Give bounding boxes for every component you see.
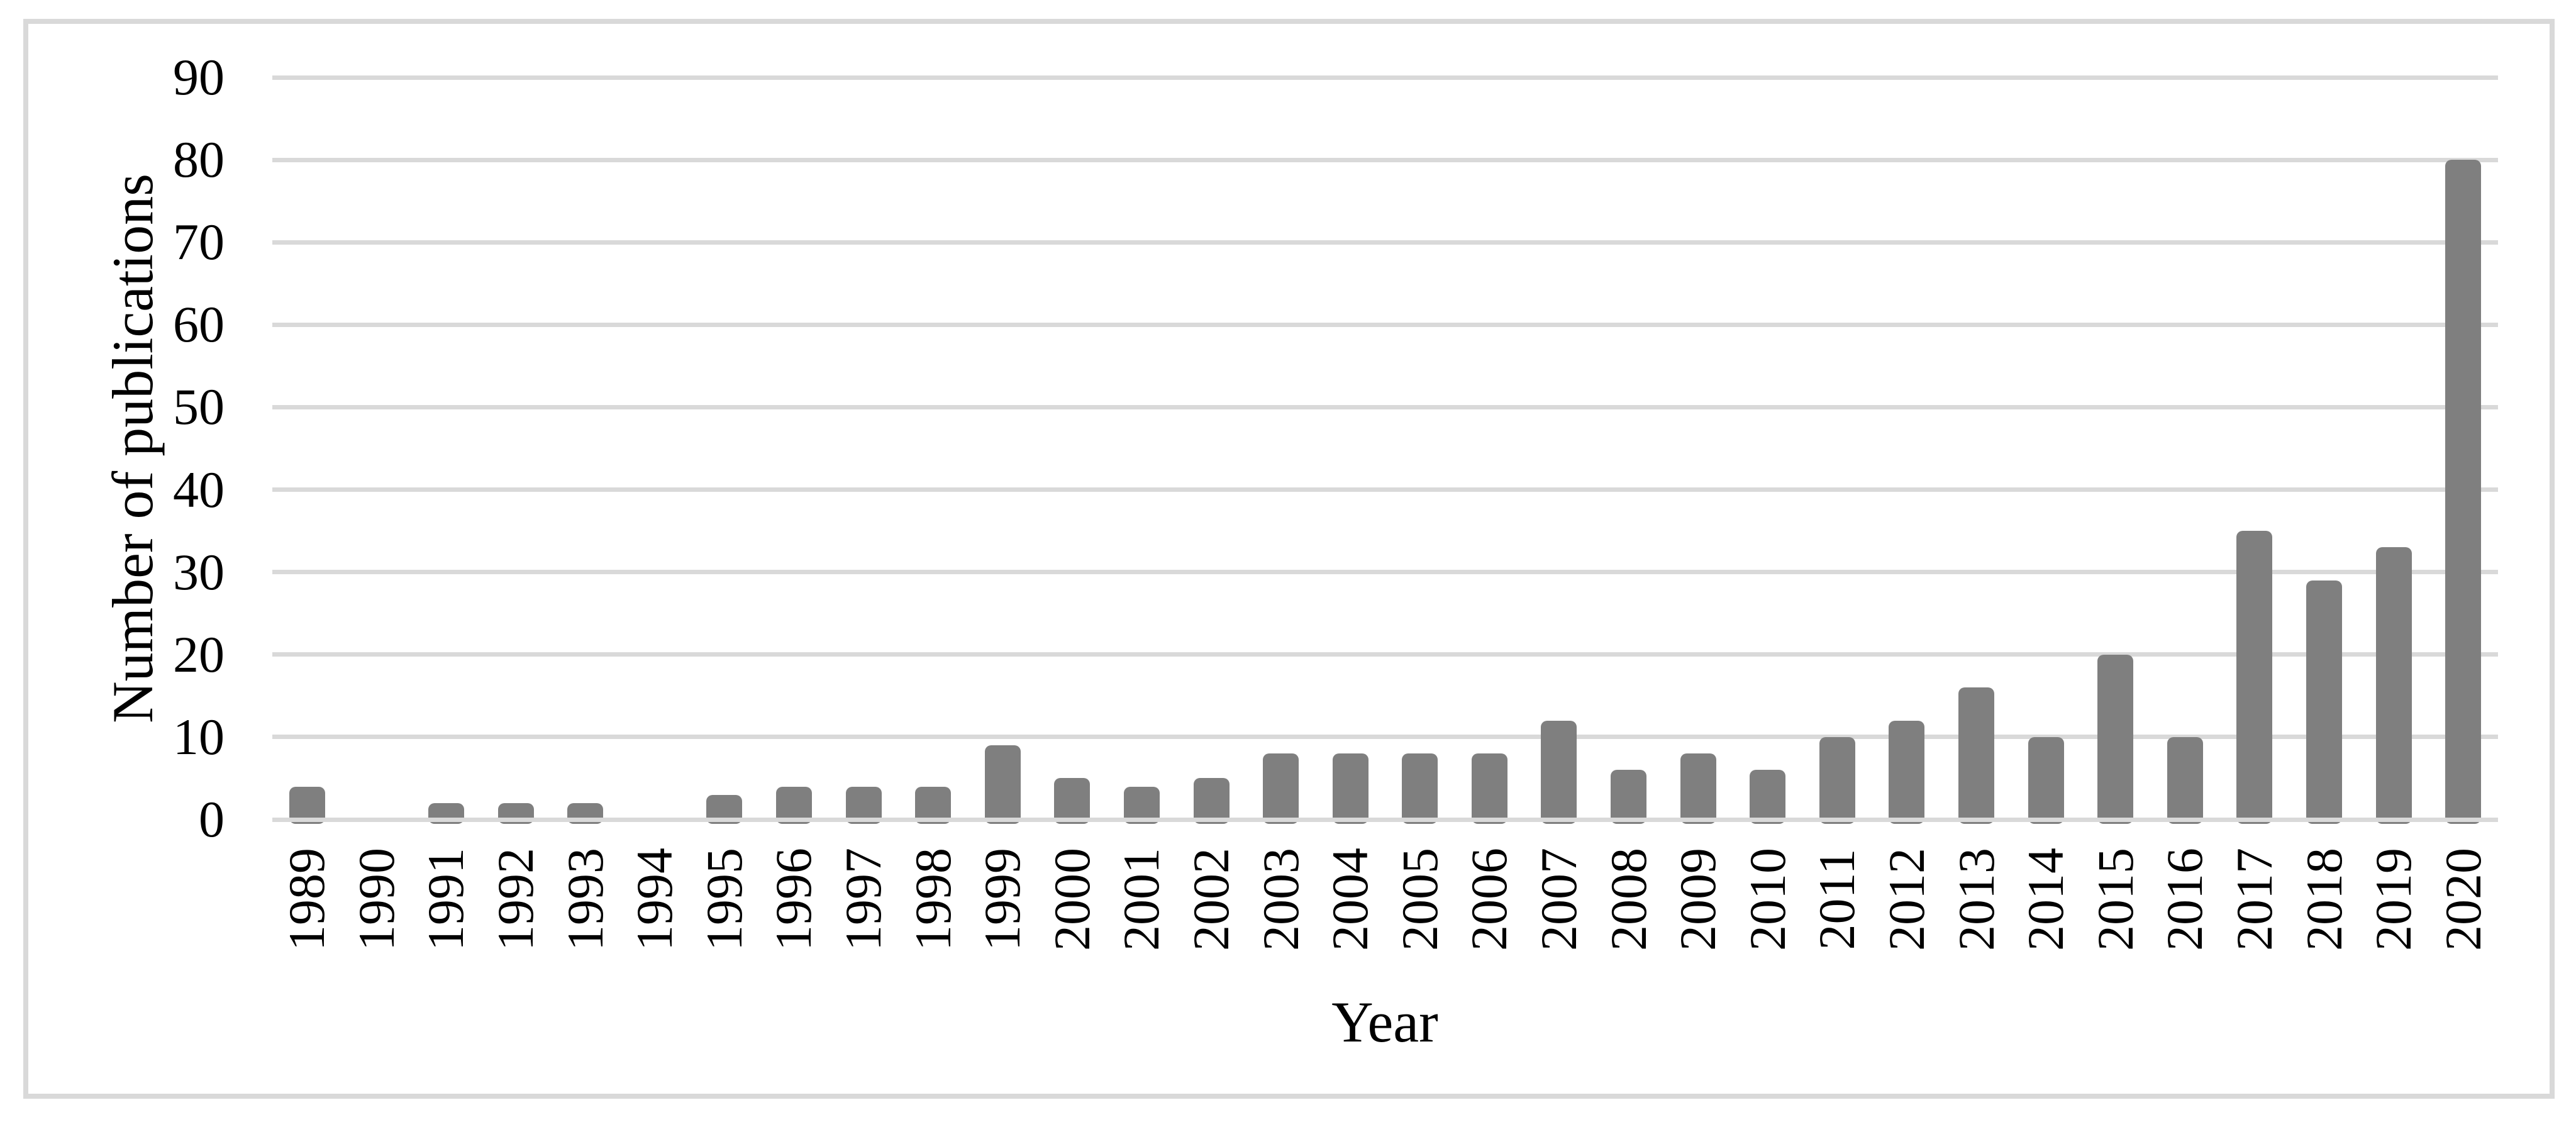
bar-2010 (1750, 770, 1786, 824)
bar-2013 (1958, 687, 1995, 824)
y-tick-label-0: 0 (199, 791, 225, 848)
y-tick-label-80: 80 (173, 131, 225, 189)
y-tick-label-40: 40 (173, 460, 225, 518)
x-tick-label-2007: 2007 (1530, 848, 1587, 951)
x-tick-label-2000: 2000 (1043, 848, 1101, 951)
x-tick-label-2005: 2005 (1391, 848, 1448, 951)
x-tick-label-1992: 1992 (487, 848, 545, 951)
x-tick-label-2018: 2018 (2295, 848, 2353, 951)
bar-2020 (2445, 160, 2482, 824)
y-tick-label-60: 60 (173, 296, 225, 353)
y-tick-label-70: 70 (173, 213, 225, 271)
bar-2015 (2097, 654, 2134, 824)
bar-2011 (1819, 736, 1855, 824)
x-tick-label-2011: 2011 (1808, 848, 1866, 950)
x-tick-label-2017: 2017 (2225, 848, 2283, 951)
x-tick-label-2016: 2016 (2156, 848, 2214, 951)
y-tick-label-50: 50 (173, 378, 225, 436)
x-tick-label-2004: 2004 (1321, 848, 1379, 951)
y-tick-label-20: 20 (173, 625, 225, 683)
x-tick-label-1993: 1993 (556, 848, 614, 951)
x-tick-label-2012: 2012 (1877, 848, 1935, 951)
gridline-40 (272, 487, 2498, 492)
bar-1999 (984, 745, 1021, 824)
x-tick-label-2001: 2001 (1113, 848, 1170, 951)
x-tick-label-2019: 2019 (2365, 848, 2423, 951)
figure-border (23, 19, 2555, 1099)
gridline-70 (272, 240, 2498, 245)
x-tick-label-1994: 1994 (626, 848, 684, 951)
bar-2016 (2167, 736, 2203, 824)
x-tick-label-2006: 2006 (1460, 848, 1518, 951)
gridline-80 (272, 157, 2498, 162)
bar-2004 (1332, 753, 1368, 824)
x-tick-label-2003: 2003 (1252, 848, 1309, 951)
bar-2018 (2306, 580, 2343, 824)
bar-2000 (1054, 778, 1091, 824)
x-tick-label-1998: 1998 (904, 848, 962, 951)
x-tick-label-2015: 2015 (2086, 848, 2144, 951)
bar-2008 (1611, 770, 1647, 824)
x-tick-label-2020: 2020 (2434, 848, 2492, 951)
x-tick-label-2013: 2013 (1947, 848, 2005, 951)
x-tick-label-2002: 2002 (1182, 848, 1240, 951)
gridline-60 (272, 322, 2498, 327)
x-tick-label-1999: 1999 (974, 848, 1031, 951)
x-tick-label-1997: 1997 (835, 848, 892, 951)
gridline-30 (272, 570, 2498, 575)
bar-2017 (2236, 531, 2273, 824)
x-tick-label-2008: 2008 (1599, 848, 1657, 951)
x-axis-title: Year (1331, 990, 1438, 1054)
gridline-10 (272, 735, 2498, 740)
x-tick-label-2009: 2009 (1669, 848, 1727, 951)
y-tick-label-30: 30 (173, 543, 225, 601)
x-tick-label-1990: 1990 (347, 848, 405, 951)
x-tick-label-1989: 1989 (278, 848, 336, 951)
y-tick-label-90: 90 (173, 48, 225, 106)
bar-2009 (1680, 753, 1716, 824)
bar-2006 (1471, 753, 1507, 824)
y-tick-label-10: 10 (173, 708, 225, 765)
x-tick-label-2014: 2014 (2017, 848, 2075, 951)
x-tick-label-1995: 1995 (695, 848, 753, 951)
x-tick-label-2010: 2010 (1738, 848, 1796, 951)
gridline-90 (272, 75, 2498, 80)
gridline-20 (272, 652, 2498, 657)
bar-2007 (1541, 720, 1577, 824)
x-tick-label-1996: 1996 (765, 848, 823, 951)
bar-2003 (1263, 753, 1299, 824)
gridline-50 (272, 404, 2498, 409)
bar-2019 (2375, 547, 2412, 824)
x-axis-line (272, 817, 2498, 822)
bar-2002 (1193, 778, 1230, 824)
bar-2005 (1402, 753, 1438, 824)
x-tick-label-1991: 1991 (417, 848, 475, 951)
bar-2012 (1889, 720, 1925, 824)
bar-2014 (2028, 736, 2064, 824)
